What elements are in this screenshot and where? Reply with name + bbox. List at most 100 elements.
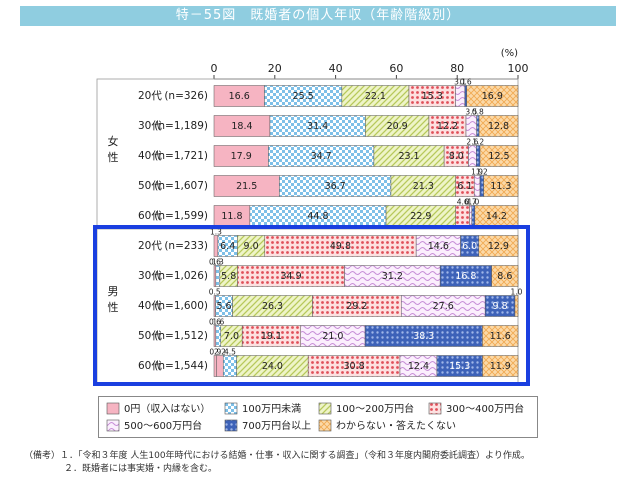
group-label: 女 [108, 134, 119, 148]
data-label: 11.8 [221, 211, 242, 222]
data-label-small: 0.6 [209, 318, 221, 327]
bar-segment [213, 235, 219, 257]
data-label: 44.8 [307, 211, 328, 222]
data-label: 15.3 [449, 361, 470, 372]
legend-label: 100～200万円台 [336, 402, 414, 415]
data-label: 22.9 [410, 211, 431, 222]
data-label: 5.6 [216, 301, 231, 312]
data-label: 36.7 [325, 181, 346, 192]
data-label-small: 0.6 [209, 258, 221, 267]
data-label: 7.0 [224, 331, 239, 342]
data-label: 16.9 [482, 91, 503, 102]
data-label: 6.4 [220, 241, 235, 252]
bar-segment [482, 325, 519, 347]
row-age-label: 50代 [138, 180, 162, 192]
data-label-small: 1.2 [472, 138, 484, 147]
bar-segment [483, 175, 519, 197]
legend-label: 0円（収入はない） [124, 403, 210, 415]
row-age-label: 40代 [138, 300, 162, 312]
legend-label: わからない・答えたくない [336, 419, 456, 432]
data-label: 31.2 [382, 271, 403, 282]
x-tick-label: 80 [450, 62, 464, 75]
legend-swatch [224, 402, 238, 415]
data-label: 34.7 [311, 151, 332, 162]
group-label: 性 [108, 300, 119, 314]
data-label: 26.3 [262, 301, 283, 312]
row-age-label: 20代 [138, 240, 162, 252]
data-label: 34.9 [280, 271, 301, 282]
data-label: 29.2 [346, 301, 367, 312]
data-label-small: 0.7 [465, 198, 477, 207]
x-tick-label: 100 [508, 62, 529, 75]
x-tick-label: 0 [211, 62, 218, 75]
row-n-label: (n=1,512) [154, 330, 208, 342]
data-label: 30.8 [344, 361, 365, 372]
data-label-small: 4.5 [224, 348, 236, 357]
data-label: 49.8 [330, 241, 351, 252]
data-label: 12.5 [488, 151, 509, 162]
bar-segment [476, 115, 480, 137]
data-label-small: 1.6 [212, 318, 224, 327]
data-label: 22.1 [365, 91, 386, 102]
data-label: 11.3 [490, 181, 511, 192]
data-label-small: 0.6 [460, 78, 472, 87]
data-label: 14.2 [486, 211, 507, 222]
data-label: 21.3 [413, 181, 434, 192]
bar-segment [476, 145, 481, 167]
group-label: 性 [108, 150, 119, 164]
data-label: 21.0 [322, 331, 343, 342]
legend-swatch [106, 419, 120, 432]
data-label: 12.8 [488, 121, 509, 132]
data-label: 19.1 [261, 331, 282, 342]
data-label: 6.0 [462, 241, 477, 252]
bar-segment [215, 265, 221, 287]
legend-svg: 0円（収入はない） 100万円未満 100～200万円台 300～400万円台 500～… [106, 402, 524, 432]
bar-segment [469, 205, 473, 227]
row-n-label: (n=1,721) [154, 150, 208, 162]
row-n-label: (n=326) [164, 90, 208, 102]
data-label: 12.9 [488, 241, 509, 252]
data-label: 9.8 [493, 301, 508, 312]
data-label: 20.9 [387, 121, 408, 132]
bar-segment [222, 355, 237, 377]
data-label: 6.1 [457, 181, 472, 192]
data-label: 11.9 [490, 361, 511, 372]
data-label: 14.6 [428, 241, 449, 252]
row-n-label: (n=1,544) [154, 360, 208, 372]
male-highlight-frame [93, 225, 530, 386]
row-age-label: 20代 [138, 90, 162, 102]
bar-segment [213, 265, 217, 287]
chart-title: 特－55図 既婚者の個人年収（年齢階級別） [20, 6, 616, 26]
data-label-small: 0.5 [209, 288, 221, 297]
data-label-small: 3.5 [465, 108, 477, 117]
bar-segment [464, 85, 467, 107]
row-n-label: (n=233) [164, 240, 208, 252]
bar-segment [465, 115, 477, 137]
note-1: （備考）１．「令和３年度 人生100年時代における結婚・仕事・収入に関する調査」… [24, 451, 530, 461]
data-label: 25.5 [293, 91, 314, 102]
data-label-small: 1.9 [471, 168, 483, 177]
data-label-small: 1.2 [476, 168, 488, 177]
data-label-small: 1.3 [210, 228, 222, 237]
data-label: 18.4 [231, 121, 252, 132]
x-tick-label: 40 [329, 62, 343, 75]
bar-segment [479, 145, 519, 167]
legend-swatch [318, 402, 332, 415]
data-label-small: 1.0 [511, 288, 523, 297]
bar-segment [478, 235, 519, 257]
bar-segment [473, 175, 481, 197]
data-label-small: 2.6 [466, 138, 478, 147]
row-n-label: (n=1,600) [154, 300, 208, 312]
bar-segment [514, 295, 519, 317]
legend-label: 500～600万円台 [124, 419, 202, 432]
legend-swatch [106, 402, 120, 415]
data-label: 31.4 [307, 121, 328, 132]
row-age-label: 60代 [138, 210, 162, 222]
row-n-label: (n=1,607) [154, 180, 208, 192]
note-2: ２．既婚者には事実婚・内縁を含む。 [64, 464, 218, 474]
row-age-label: 40代 [138, 150, 162, 162]
data-label: 12.4 [408, 361, 429, 372]
row-n-label: (n=1,189) [154, 120, 208, 132]
data-label: 16.8 [455, 271, 476, 282]
